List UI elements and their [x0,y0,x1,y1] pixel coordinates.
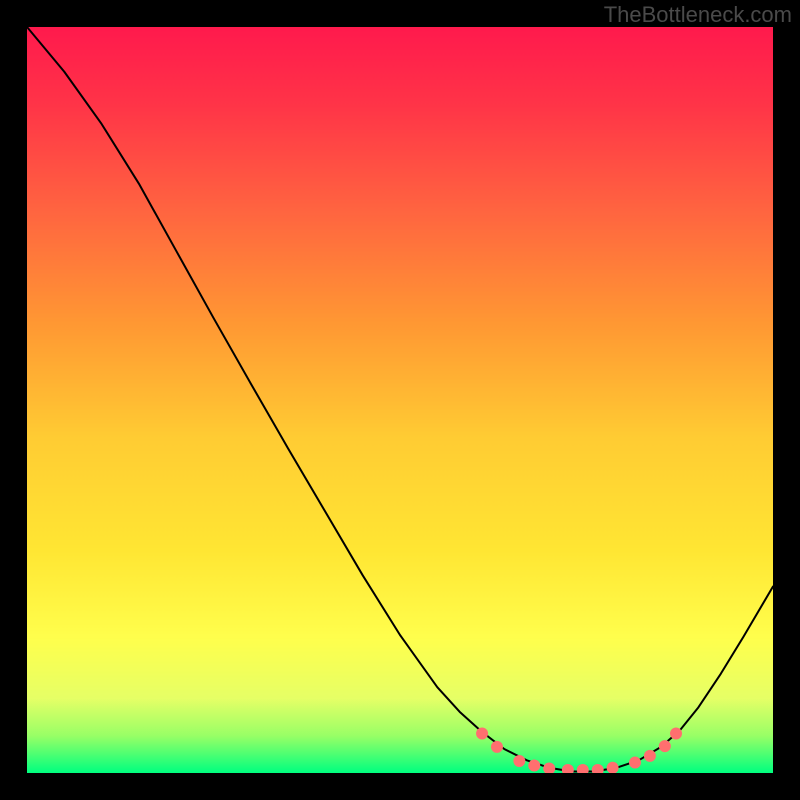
curve-layer [27,27,773,773]
highlight-dot [577,764,589,773]
highlight-dot [592,764,604,773]
highlight-dot [528,760,540,772]
highlight-dot [644,750,656,762]
highlight-dot [491,741,503,753]
watermark-text: TheBottleneck.com [604,2,792,28]
highlight-dot [513,755,525,767]
highlight-dot [607,762,619,773]
bottleneck-curve [27,27,773,772]
highlight-dot [670,727,682,739]
highlight-dot [659,740,671,752]
highlight-dot [476,727,488,739]
highlight-dot [543,763,555,773]
chart-container: TheBottleneck.com [0,0,800,800]
plot-area [27,27,773,773]
highlight-dot [562,764,574,773]
highlight-dot [629,757,641,769]
